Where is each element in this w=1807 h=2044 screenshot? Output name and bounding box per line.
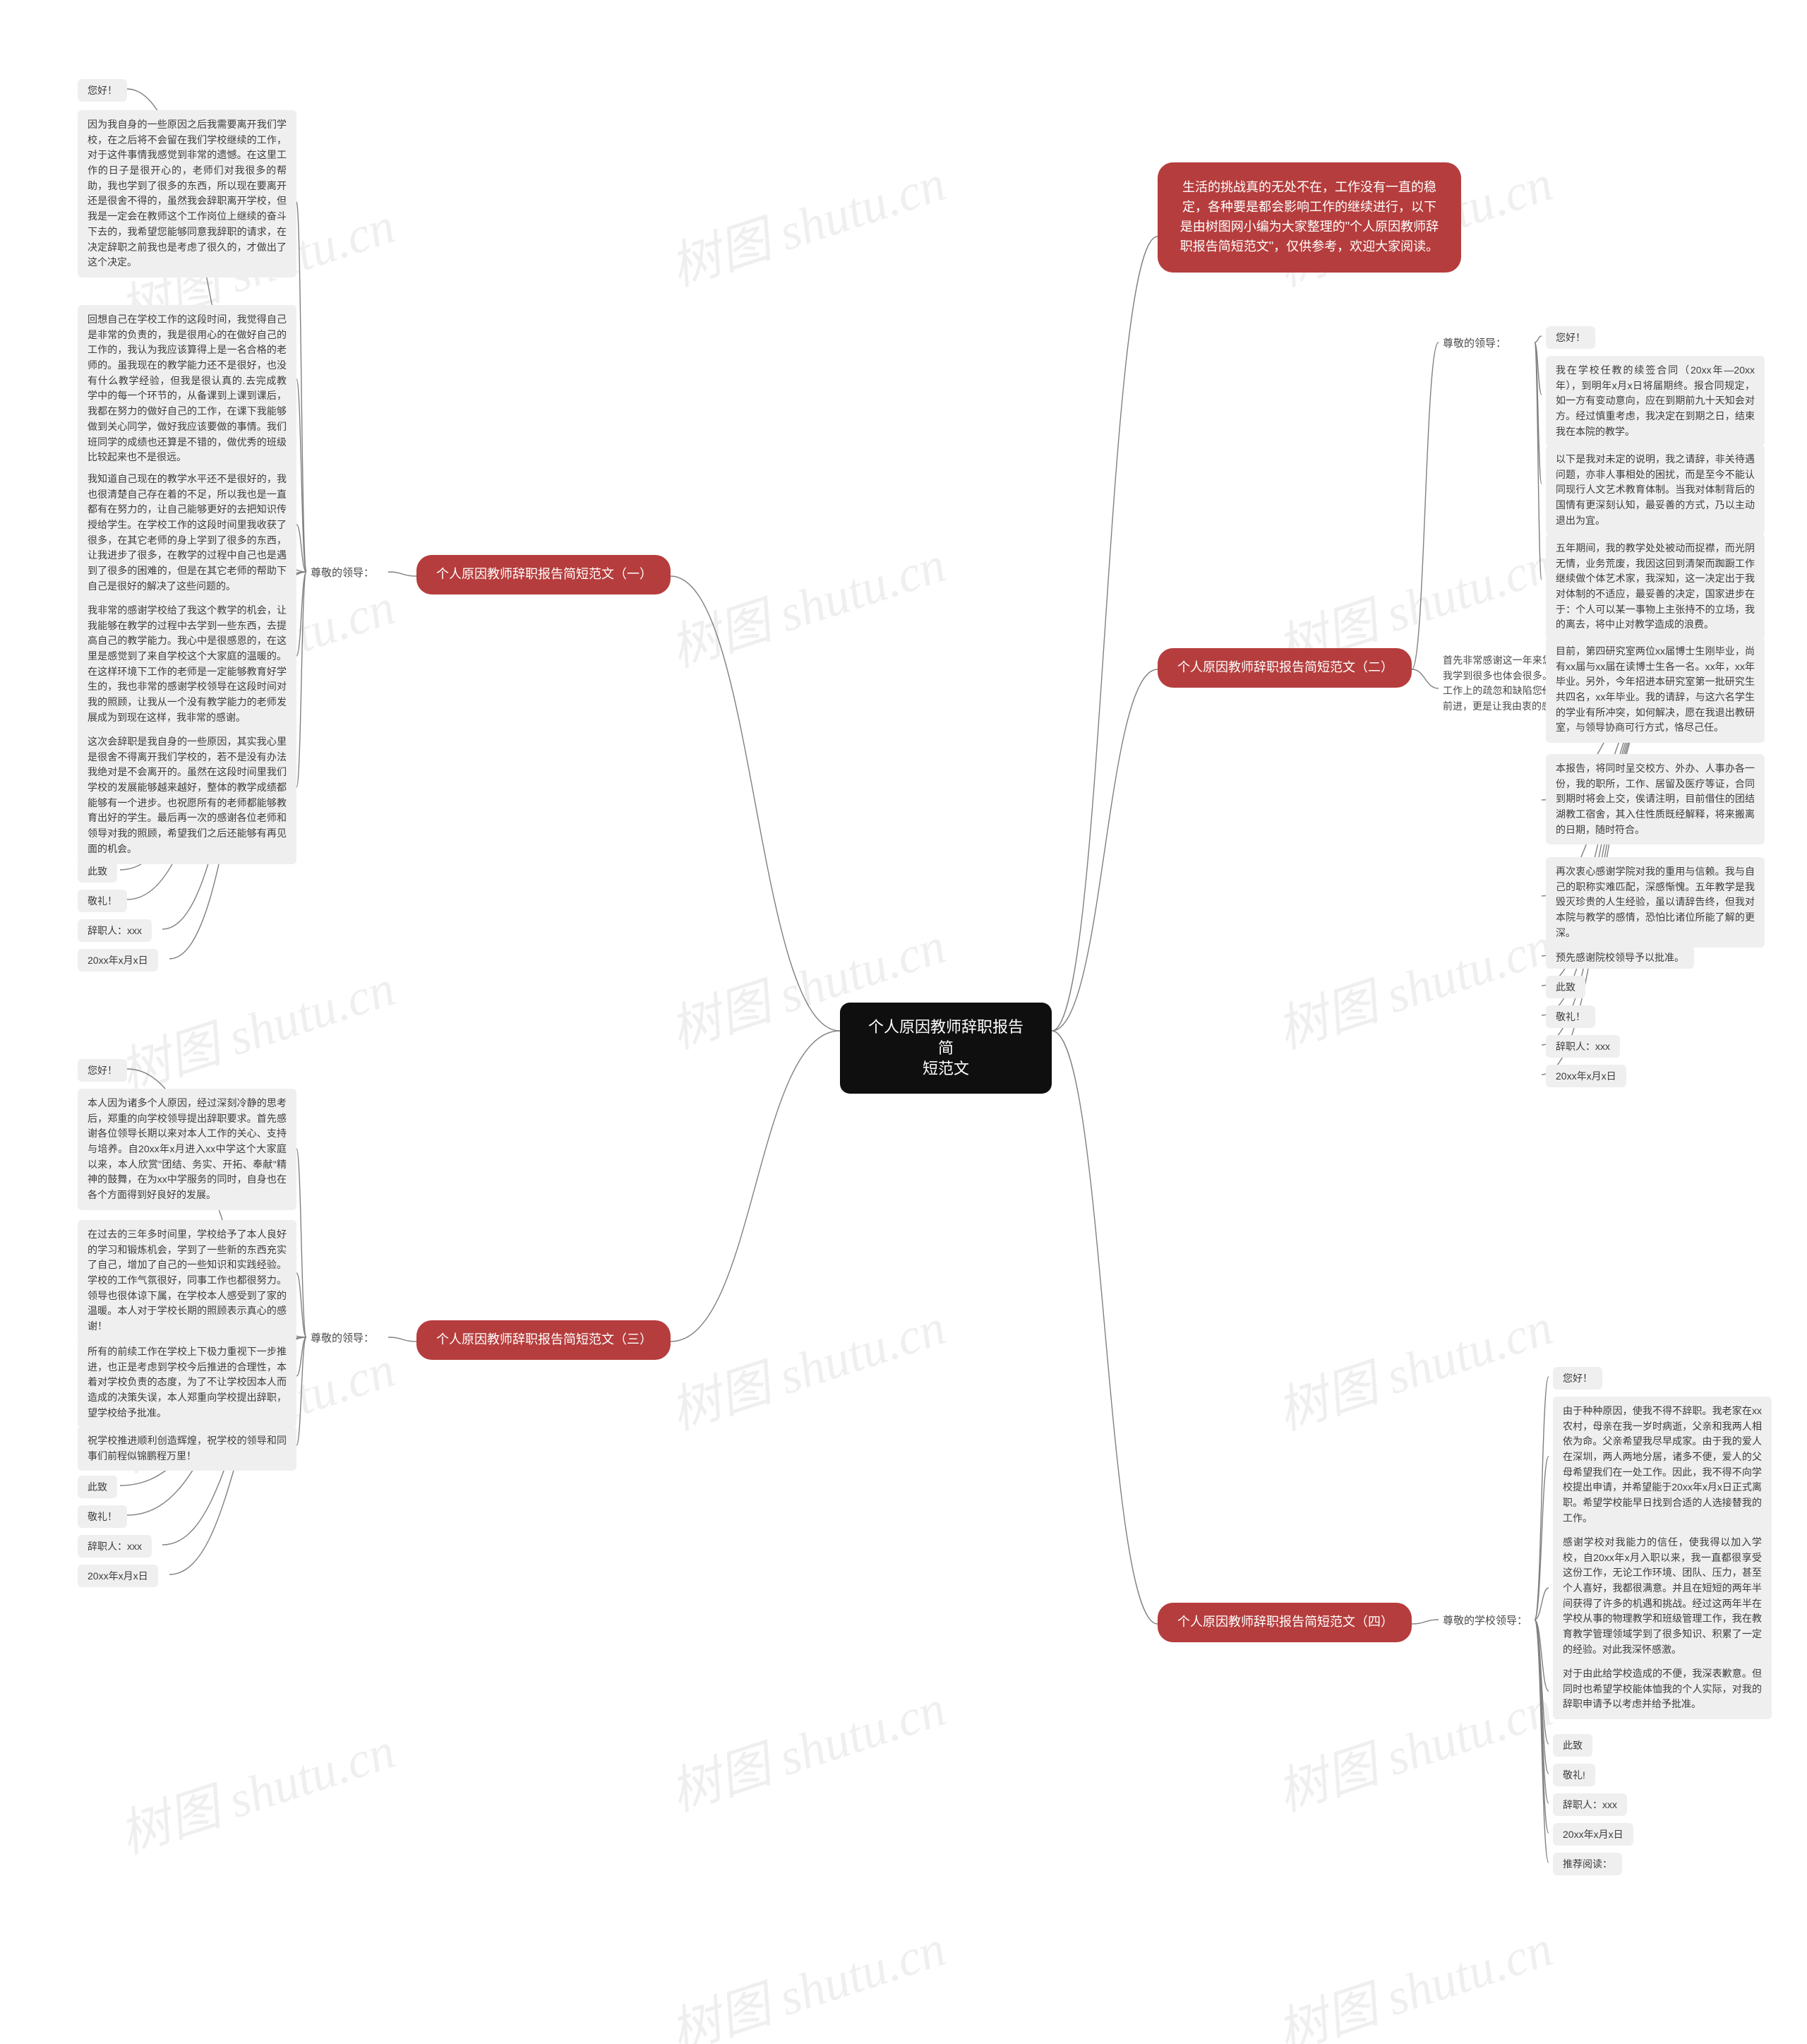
branch-node: 个人原因教师辞职报告简短范文（四） xyxy=(1158,1603,1412,1642)
watermark: 树图 shutu.cn xyxy=(659,1906,954,2044)
watermark: 树图 shutu.cn xyxy=(659,1666,954,1825)
leaf-line: 20xx年x月x日 xyxy=(1553,1823,1633,1846)
leaf-paragraph: 目前，第四研究室两位xx届博士生刚毕业，尚有xx届与xx届在读博士生各一名。xx… xyxy=(1546,637,1765,743)
leaf-line: 预先感谢院校领导予以批准。 xyxy=(1546,946,1694,969)
branch-node: 个人原因教师辞职报告简短范文（二） xyxy=(1158,648,1412,688)
leaf-line: 辞职人：xxx xyxy=(78,919,152,942)
leaf-line: 敬礼！ xyxy=(1546,1005,1595,1028)
leaf-paragraph: 再次衷心感谢学院对我的重用与信赖。我与自己的职称实难匹配，深感惭愧。五年教学是我… xyxy=(1546,857,1765,948)
leaf-paragraph: 所有的前续工作在学校上下极力重视下一步推进，也正是考虑到学校今后推进的合理性，本… xyxy=(78,1337,296,1428)
leaf-line: 此致 xyxy=(78,1476,117,1498)
leaf-paragraph: 因为我自身的一些原因之后我需要离开我们学校，在之后将不会留在我们学校继续的工作，… xyxy=(78,110,296,277)
leaf-line: 辞职人：xxx xyxy=(1546,1035,1620,1058)
watermark: 树图 shutu.cn xyxy=(659,141,954,300)
watermark: 树图 shutu.cn xyxy=(1266,1906,1561,2044)
leaf-paragraph: 回想自己在学校工作的这段时间，我觉得自己是非常的负责的，我是很用心的在做好自己的… xyxy=(78,305,296,472)
leaf-paragraph: 本报告，将同时呈交校方、外办、人事办各一份，我的职所，工作、居留及医疗等证，合同… xyxy=(1546,754,1765,844)
leaf-line: 此致 xyxy=(1546,976,1585,998)
leaf-line: 20xx年x月x日 xyxy=(1546,1065,1626,1087)
watermark: 树图 shutu.cn xyxy=(1266,904,1561,1063)
leaf-line: 敬礼! xyxy=(1553,1764,1595,1786)
leaf-paragraph: 祝学校推进顺利创造辉煌，祝学校的领导和同事们前程似锦鹏程万里！ xyxy=(78,1426,296,1471)
leaf-paragraph: 我非常的感谢学校给了我这个教学的机会，让我能够在教学的过程中去学到一些东西，去提… xyxy=(78,596,296,733)
sub-label: 尊敬的领导： xyxy=(311,1330,374,1345)
branch-node: 个人原因教师辞职报告简短范文（一） xyxy=(416,555,671,594)
leaf-paragraph: 感谢学校对我能力的信任，使我得以加入学校，自20xx年x月入职以来，我一直都很享… xyxy=(1553,1528,1772,1665)
watermark: 树图 shutu.cn xyxy=(659,1285,954,1444)
leaf-paragraph: 由于种种原因，使我不得不辞职。我老家在xx农村，母亲在我一岁时病逝，父亲和我两人… xyxy=(1553,1397,1772,1534)
leaf-line: 您好！ xyxy=(1553,1367,1602,1389)
leaf-line: 此致 xyxy=(1553,1734,1592,1757)
leaf-line: 辞职人：xxx xyxy=(78,1535,152,1558)
leaf-line: 推荐阅读： xyxy=(1553,1853,1622,1875)
leaf-line: 您好！ xyxy=(78,79,127,102)
center-node: 个人原因教师辞职报告简短范文 xyxy=(840,1003,1052,1094)
leaf-paragraph: 这次会辞职是我自身的一些原因，其实我心里是很舍不得离开我们学校的，若不是没有办法… xyxy=(78,727,296,864)
intro-node: 生活的挑战真的无处不在，工作没有一直的稳定，各种要是都会影响工作的继续进行，以下… xyxy=(1158,162,1461,273)
sub-label: 尊敬的领导： xyxy=(1443,335,1506,350)
leaf-paragraph: 本人因为诸多个人原因，经过深刻冷静的思考后，郑重的向学校领导提出辞职要求。首先感… xyxy=(78,1089,296,1210)
leaf-paragraph: 以下是我对未定的说明，我之请辞，非关待遇问题，亦非人事相处的困扰，而是至今不能认… xyxy=(1546,445,1765,535)
leaf-paragraph: 五年期间，我的教学处处被动而捉襟，而光阴无情，业务荒废，我因这回到清架而踟蹰工作… xyxy=(1546,534,1765,640)
leaf-line: 敬礼！ xyxy=(78,1505,127,1528)
branch-node: 个人原因教师辞职报告简短范文（三） xyxy=(416,1320,671,1360)
leaf-line: 20xx年x月x日 xyxy=(78,949,158,972)
leaf-paragraph: 我在学校任教的续签合同（20xx年—20xx年），到明年x月x日将届期终。报合同… xyxy=(1546,356,1765,446)
leaf-line: 辞职人：xxx xyxy=(1553,1793,1627,1816)
sub-label: 尊敬的领导： xyxy=(311,565,374,580)
leaf-line: 敬礼！ xyxy=(78,890,127,912)
leaf-line: 20xx年x月x日 xyxy=(78,1565,158,1587)
leaf-line: 此致 xyxy=(78,860,117,883)
watermark: 树图 shutu.cn xyxy=(659,522,954,681)
leaf-paragraph: 对于由此给学校造成的不便，我深表歉意。但同时也希望学校能体恤我的个人实际，对我的… xyxy=(1553,1659,1772,1719)
watermark: 树图 shutu.cn xyxy=(1266,1666,1561,1825)
leaf-paragraph: 在过去的三年多时间里，学校给予了本人良好的学习和锻炼机会，学到了一些新的东西充实… xyxy=(78,1220,296,1341)
watermark: 树图 shutu.cn xyxy=(1266,1285,1561,1444)
watermark: 树图 shutu.cn xyxy=(109,1709,403,1867)
leaf-line: 您好！ xyxy=(1546,326,1595,349)
sub-label: 尊敬的学校领导： xyxy=(1443,1613,1527,1627)
leaf-paragraph: 我知道自己现在的教学水平还不是很好的，我也很清楚自己存在着的不足，所以我也是一直… xyxy=(78,465,296,602)
leaf-line: 您好！ xyxy=(78,1059,127,1082)
